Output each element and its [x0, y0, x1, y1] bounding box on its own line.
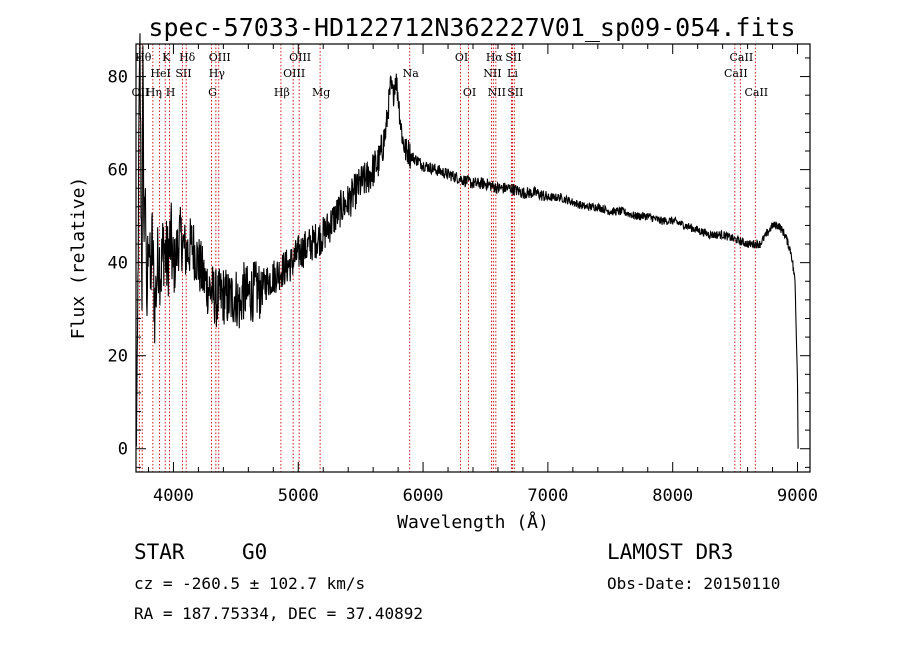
spectral-line-labels: OIIHθHηHeIKHSIIHδGHγOIIIHβOIIIOIIIMgNaOI…: [132, 51, 769, 99]
line-label-7: Hδ: [179, 51, 196, 64]
survey-name: LAMOST DR3: [607, 540, 734, 564]
line-label-18: NII: [483, 67, 501, 80]
line-label-10: OIII: [209, 51, 231, 64]
y-tick-label-0: 0: [118, 440, 128, 460]
line-label-13: OIII: [289, 51, 311, 64]
redshift-value: cz = -260.5 ± 102.7 km/s: [134, 574, 366, 593]
spectral-line-markers: [138, 44, 756, 472]
y-tick-label-4: 80: [108, 68, 128, 88]
line-label-20: NII: [488, 86, 506, 99]
line-label-19: Hα: [486, 51, 504, 64]
line-label-4: K: [162, 51, 171, 64]
line-label-15: Na: [403, 67, 420, 80]
line-label-17: OI: [463, 86, 476, 99]
chart-title: spec-57033-HD122712N362227V01_sp09-054.f…: [148, 13, 795, 42]
line-label-24: CaII: [724, 67, 748, 80]
line-label-3: HeI: [150, 67, 170, 80]
axis-ticks: 4000 5000 6000 7000 8000 9000 0 20 40 60 80: [108, 44, 818, 506]
line-label-9: Hγ: [209, 67, 226, 80]
x-axis-label: Wavelength (Å): [397, 511, 549, 533]
line-label-12: OIII: [283, 67, 305, 80]
plot-frame: [135, 43, 811, 473]
x-tick-label-3: 7000: [527, 486, 568, 506]
y-axis-label: Flux (relative): [68, 177, 89, 340]
line-label-23: SII: [507, 86, 523, 99]
line-label-11: Hβ: [274, 86, 290, 99]
x-tick-label-5: 9000: [777, 486, 818, 506]
line-label-16: OI: [455, 51, 468, 64]
x-tick-label-2: 6000: [403, 486, 444, 506]
line-label-5: H: [166, 86, 176, 99]
line-label-22: SII: [505, 51, 521, 64]
object-class: STAR: [134, 540, 185, 564]
line-label-26: CaII: [744, 86, 768, 99]
line-label-14: Mg: [312, 86, 330, 99]
spectrum-series-line: [135, 33, 799, 449]
x-tick-label-0: 4000: [153, 486, 194, 506]
coordinates: RA = 187.75334, DEC = 37.40892: [134, 604, 423, 623]
y-tick-label-3: 60: [108, 161, 128, 181]
line-label-25: CaII: [730, 51, 754, 64]
object-subclass: G0: [242, 540, 268, 564]
y-tick-label-2: 40: [108, 254, 128, 274]
y-tick-label-1: 20: [108, 347, 128, 367]
line-label-6: SII: [175, 67, 191, 80]
line-label-2: Hη: [146, 86, 162, 99]
observation-date: Obs-Date: 20150110: [607, 574, 781, 593]
x-tick-label-4: 8000: [652, 486, 693, 506]
line-label-21: Li: [507, 67, 518, 80]
line-label-8: G: [208, 86, 217, 99]
x-tick-label-1: 5000: [278, 486, 319, 506]
